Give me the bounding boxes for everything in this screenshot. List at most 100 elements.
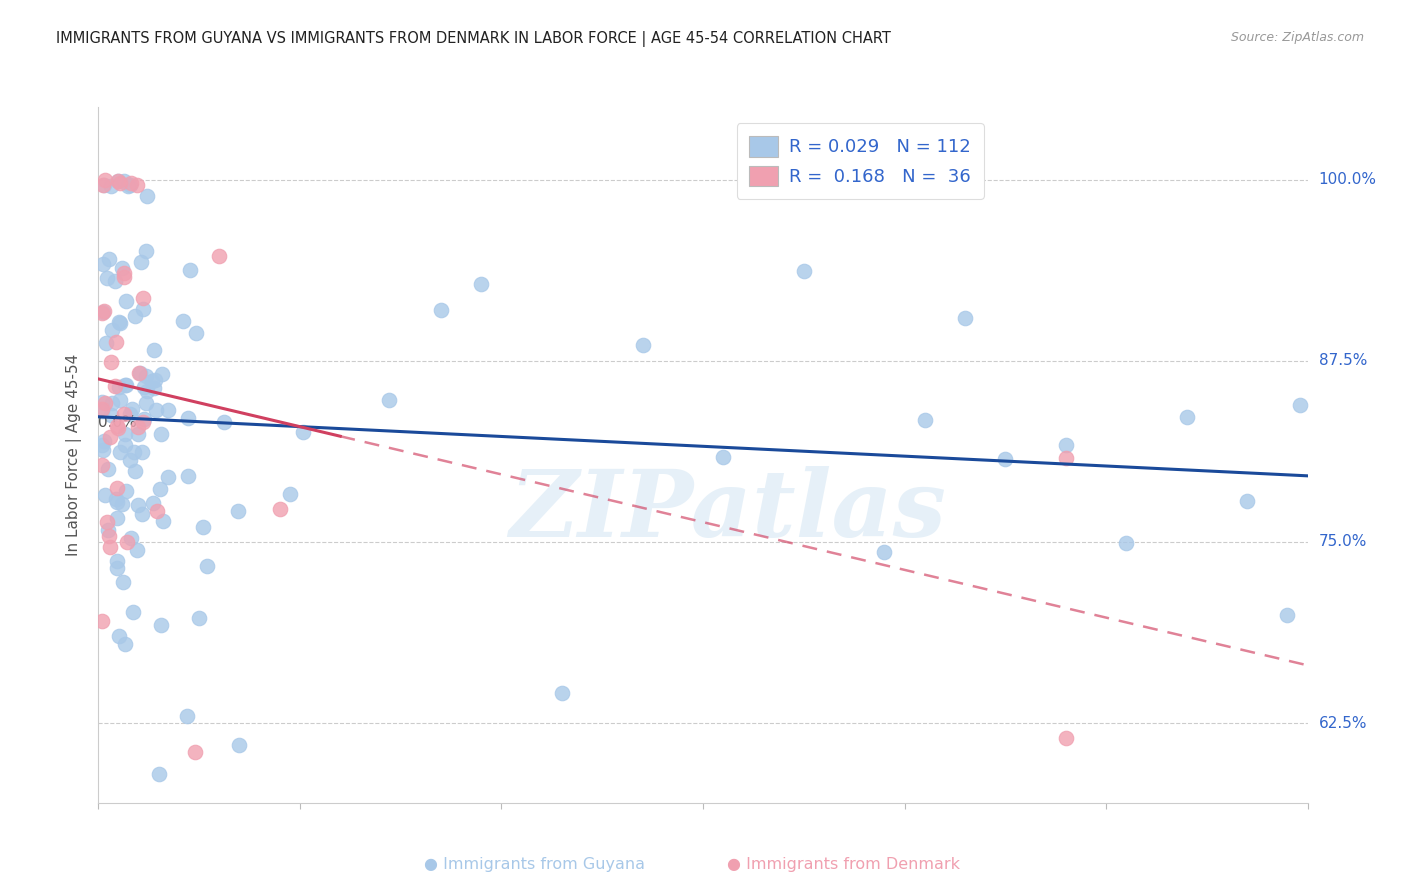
Point	[104, 379, 127, 393]
Point	[125, 178, 148, 193]
Point	[152, 514, 174, 528]
Point	[98, 540, 121, 554]
Point	[120, 453, 142, 467]
Text: 0.0%: 0.0%	[98, 415, 138, 430]
Point	[114, 378, 136, 392]
Point	[711, 450, 734, 465]
Point	[177, 468, 200, 483]
Point	[96, 271, 118, 285]
Point	[91, 306, 114, 320]
Point	[105, 554, 128, 568]
Point	[135, 384, 157, 398]
Point	[172, 314, 194, 328]
Point	[115, 534, 138, 549]
Point	[114, 437, 136, 451]
Point	[179, 263, 201, 277]
Point	[136, 188, 159, 202]
Point	[101, 396, 124, 410]
Point	[149, 483, 172, 497]
Point	[124, 464, 146, 478]
Text: IMMIGRANTS FROM GUYANA VS IMMIGRANTS FROM DENMARK IN LABOR FORCE | AGE 45-54 COR: IMMIGRANTS FROM GUYANA VS IMMIGRANTS FRO…	[56, 31, 891, 47]
Point	[100, 179, 122, 194]
Point	[97, 461, 120, 475]
Point	[112, 266, 135, 280]
Text: ● Immigrants from Guyana: ● Immigrants from Guyana	[423, 857, 645, 872]
Point	[150, 367, 173, 381]
Point	[134, 380, 156, 394]
Point	[127, 427, 149, 442]
Legend: R = 0.029   N = 112, R =  0.168   N =  36: R = 0.029 N = 112, R = 0.168 N = 36	[737, 123, 984, 199]
Point	[1288, 398, 1310, 412]
Point	[1175, 410, 1198, 425]
Point	[191, 520, 214, 534]
Point	[96, 515, 118, 529]
Point	[122, 605, 145, 619]
Point	[124, 309, 146, 323]
Point	[127, 420, 149, 434]
Point	[184, 326, 207, 341]
Point	[117, 179, 139, 194]
Text: 100.0%: 100.0%	[1319, 172, 1376, 187]
Point	[1054, 731, 1077, 745]
Point	[149, 618, 172, 632]
Point	[120, 531, 142, 545]
Point	[105, 495, 128, 509]
Text: ● Immigrants from Denmark: ● Immigrants from Denmark	[727, 857, 960, 872]
Point	[132, 301, 155, 316]
Point	[551, 686, 574, 700]
Point	[121, 402, 143, 417]
Y-axis label: In Labor Force | Age 45-54: In Labor Force | Age 45-54	[66, 354, 83, 556]
Point	[142, 496, 165, 510]
Point	[101, 323, 124, 337]
Point	[470, 277, 492, 291]
Point	[114, 637, 136, 651]
Point	[107, 629, 129, 643]
Point	[132, 412, 155, 426]
Point	[112, 408, 135, 422]
Point	[793, 264, 815, 278]
Point	[115, 293, 138, 308]
Point	[91, 402, 114, 417]
Point	[131, 444, 153, 458]
Point	[994, 452, 1017, 467]
Point	[112, 173, 135, 187]
Point	[105, 419, 128, 434]
Point	[129, 255, 152, 269]
Point	[228, 738, 250, 752]
Point	[107, 421, 129, 435]
Point	[91, 257, 114, 271]
Text: 62.5%: 62.5%	[1319, 715, 1367, 731]
Point	[91, 304, 114, 318]
Point	[108, 445, 131, 459]
Point	[107, 174, 129, 188]
Point	[108, 316, 131, 330]
Point	[93, 488, 115, 502]
Point	[212, 415, 235, 429]
Point	[93, 395, 115, 409]
Text: Source: ZipAtlas.com: Source: ZipAtlas.com	[1230, 31, 1364, 45]
Point	[131, 508, 153, 522]
Point	[1236, 493, 1258, 508]
Point	[208, 249, 231, 263]
Point	[105, 335, 128, 350]
Point	[107, 379, 129, 393]
Point	[122, 445, 145, 459]
Point	[96, 335, 118, 350]
Point	[145, 403, 167, 417]
Point	[120, 176, 142, 190]
Point	[128, 366, 150, 380]
Point	[1115, 535, 1137, 549]
Point	[105, 511, 128, 525]
Point	[953, 311, 976, 326]
Point	[143, 381, 166, 395]
Point	[91, 615, 114, 629]
Point	[107, 315, 129, 329]
Text: 87.5%: 87.5%	[1319, 353, 1367, 368]
Point	[148, 766, 170, 781]
Point	[188, 611, 211, 625]
Point	[132, 415, 155, 429]
Point	[132, 292, 155, 306]
Text: 75.0%: 75.0%	[1319, 534, 1367, 549]
Point	[269, 502, 291, 516]
Point	[114, 377, 136, 392]
